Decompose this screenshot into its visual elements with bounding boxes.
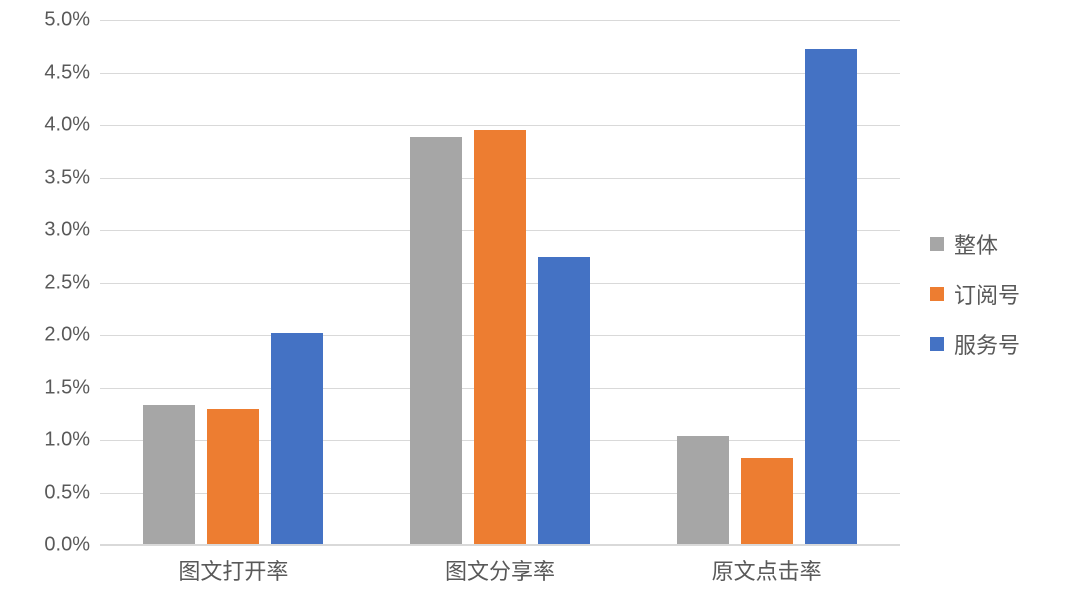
y-tick-label: 2.0% bbox=[44, 324, 100, 347]
y-tick-label: 4.5% bbox=[44, 61, 100, 84]
legend-item: 订阅号 bbox=[930, 278, 1020, 310]
legend: 整体订阅号服务号 bbox=[930, 228, 1020, 378]
bar-chart: 0.0% 0.5% 1.0% 1.5% 2.0% 2.5% 3.0% 3.5% 4.0% 4.5%… bbox=[0, 0, 1080, 602]
x-tick-label: 图文打开率 bbox=[178, 544, 288, 586]
legend-swatch bbox=[930, 237, 944, 251]
legend-swatch bbox=[930, 337, 944, 351]
y-tick-label: 5.0% bbox=[44, 9, 100, 32]
y-tick-label: 1.0% bbox=[44, 429, 100, 452]
legend-item: 服务号 bbox=[930, 328, 1020, 360]
gridline bbox=[100, 125, 900, 126]
y-tick-label: 3.5% bbox=[44, 166, 100, 189]
bar bbox=[741, 458, 793, 544]
bar bbox=[677, 436, 729, 544]
y-tick-label: 0.5% bbox=[44, 481, 100, 504]
y-tick-label: 0.0% bbox=[44, 534, 100, 557]
bar bbox=[538, 257, 590, 544]
legend-label: 订阅号 bbox=[954, 278, 1020, 310]
legend-swatch bbox=[930, 287, 944, 301]
bar bbox=[805, 49, 857, 544]
bar bbox=[474, 130, 526, 544]
x-tick-label: 原文点击率 bbox=[712, 544, 822, 586]
y-tick-label: 3.0% bbox=[44, 219, 100, 242]
gridline bbox=[100, 73, 900, 74]
bar bbox=[410, 137, 462, 544]
legend-label: 整体 bbox=[954, 228, 998, 260]
bar bbox=[271, 333, 323, 544]
x-tick-label: 图文分享率 bbox=[445, 544, 555, 586]
legend-label: 服务号 bbox=[954, 328, 1020, 360]
y-tick-label: 1.5% bbox=[44, 376, 100, 399]
y-tick-label: 4.0% bbox=[44, 114, 100, 137]
legend-item: 整体 bbox=[930, 228, 1020, 260]
bar bbox=[207, 409, 259, 544]
y-tick-label: 2.5% bbox=[44, 271, 100, 294]
bar bbox=[143, 405, 195, 544]
gridline bbox=[100, 20, 900, 21]
plot-area: 0.0%0.5%1.0%1.5%2.0%2.5%3.0%3.5%4.0%4.5%… bbox=[100, 20, 900, 545]
